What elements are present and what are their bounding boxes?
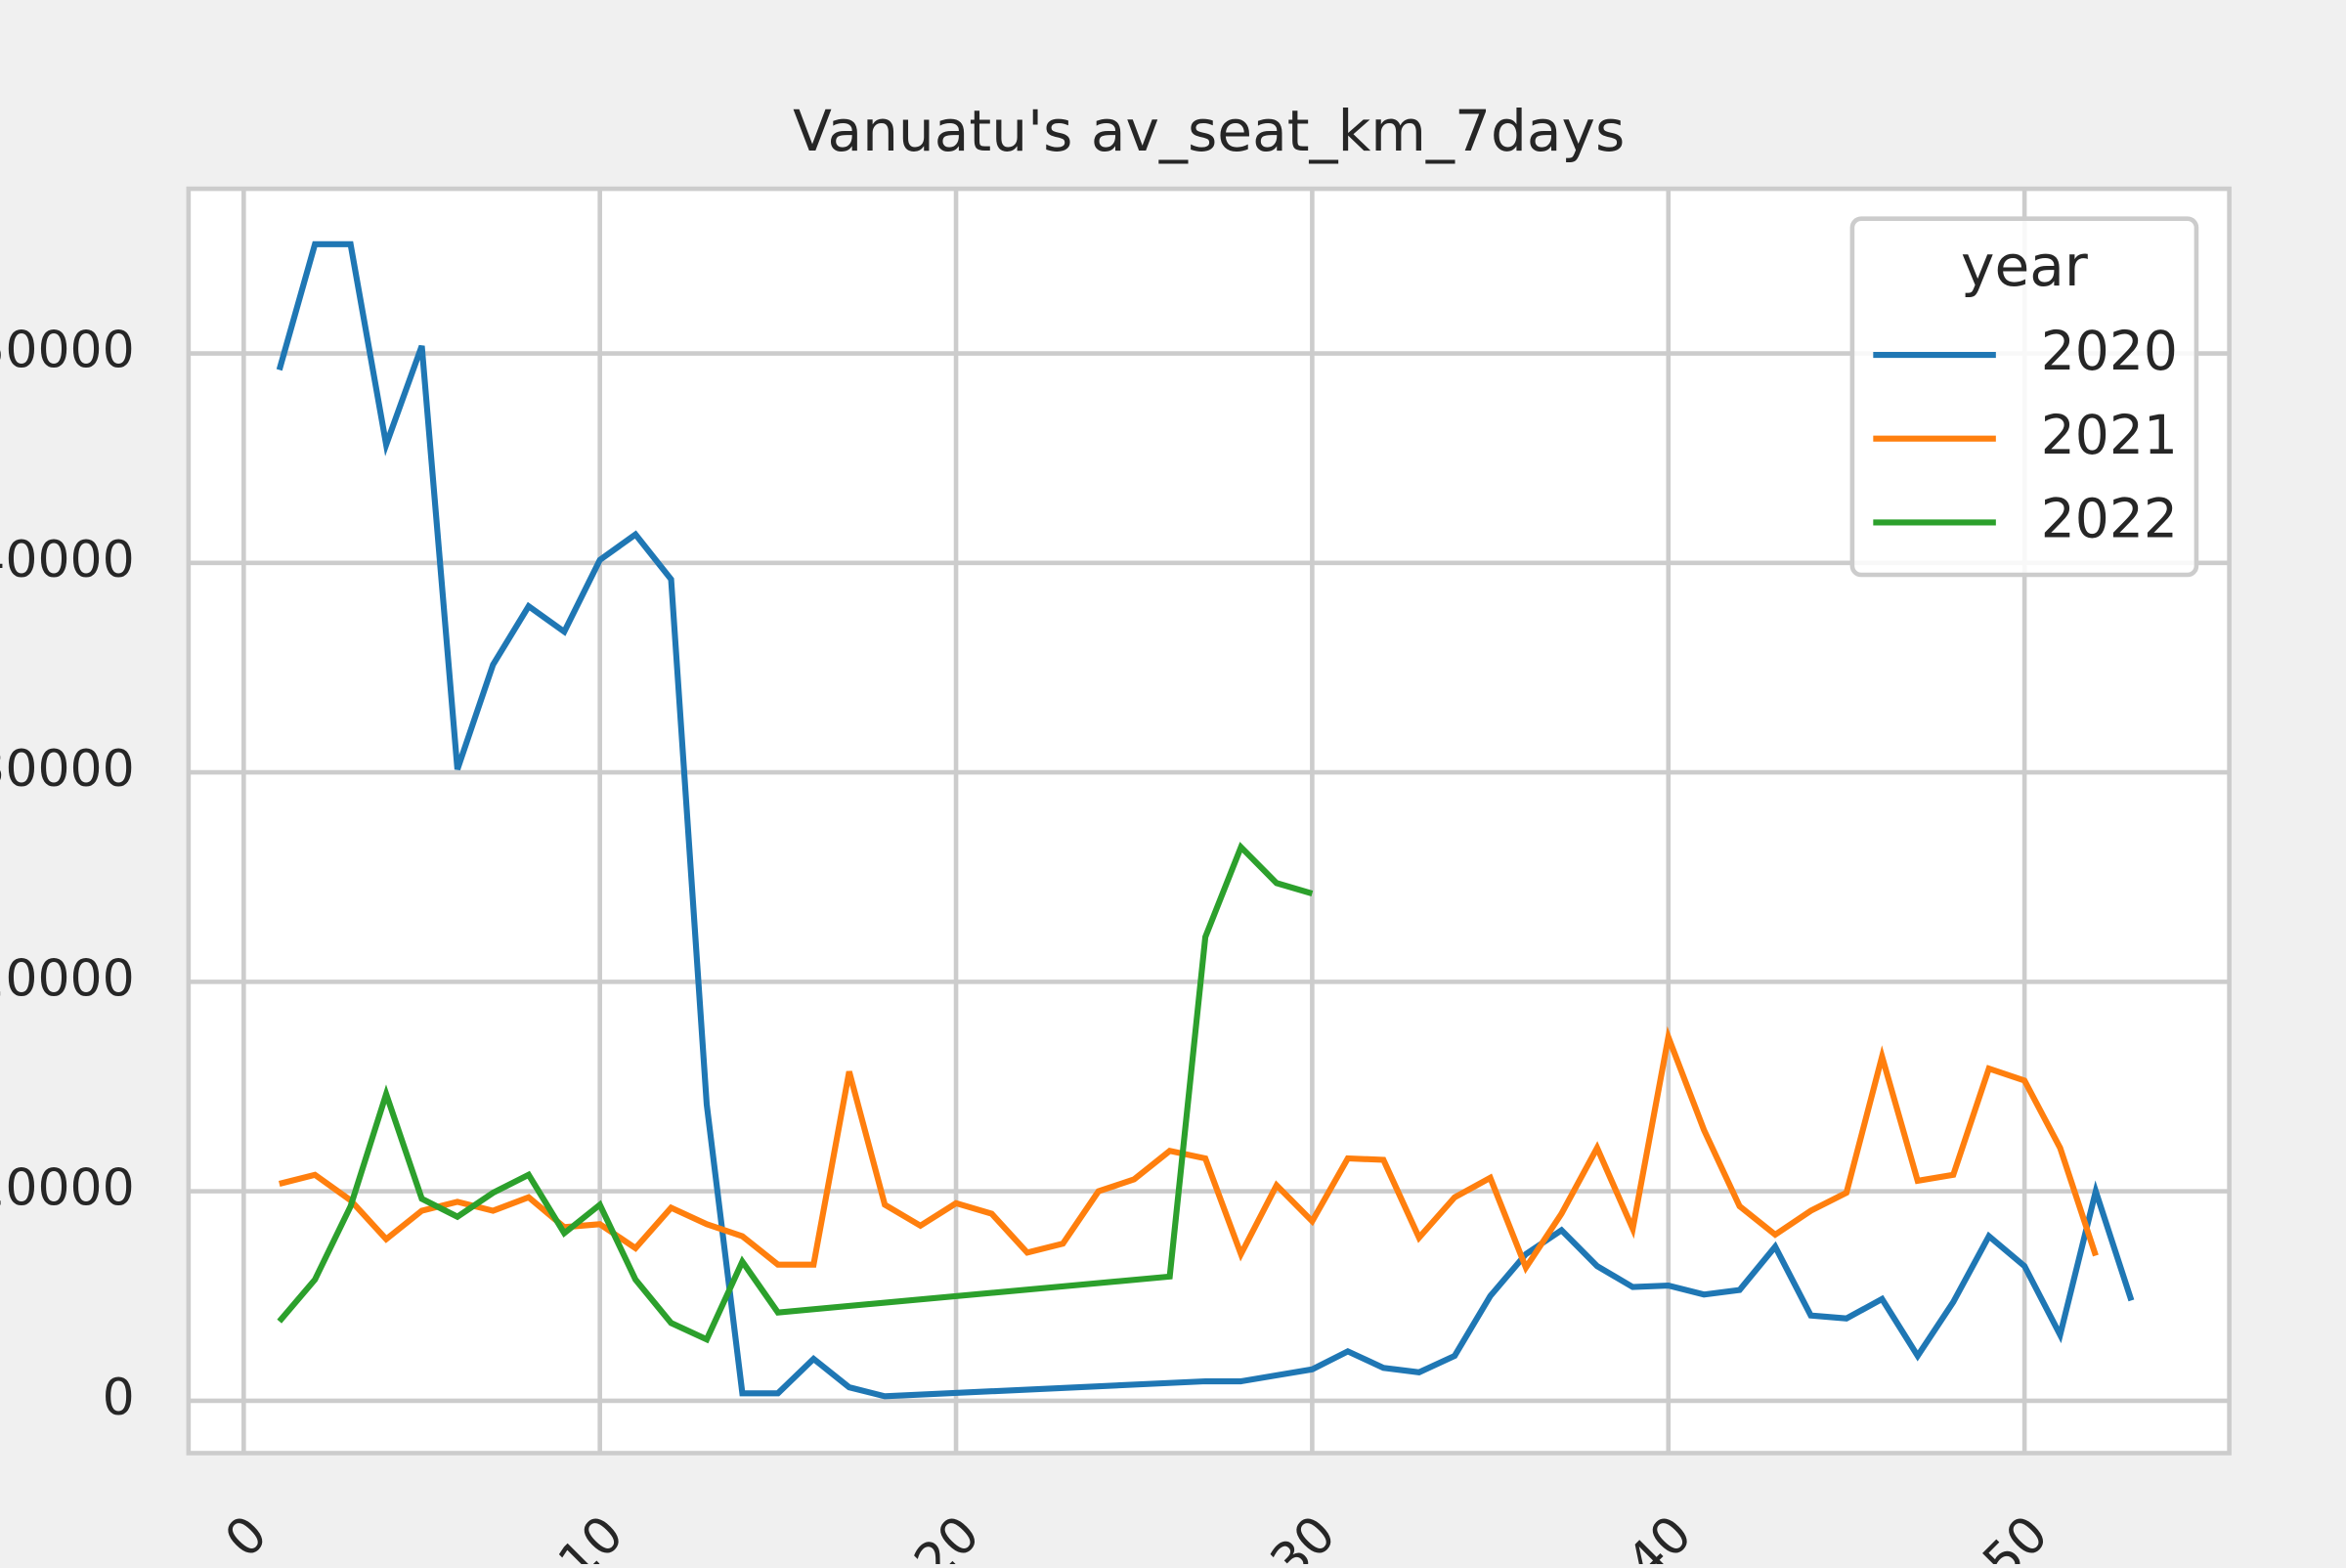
series-line — [277, 842, 1314, 1344]
legend-label: 2022 — [2041, 488, 2178, 550]
y-tick-label: 0 — [103, 1369, 135, 1427]
y-tick-label: 50000 — [0, 322, 135, 380]
chart-title: Vanuatu's av_seat_km_7days — [793, 98, 1625, 164]
series-line — [279, 1025, 2099, 1275]
legend-title: year — [1961, 233, 2088, 299]
grid: 0100002000030000400005000001020304050 — [0, 189, 2230, 1568]
legend: year 2020 2021 2022 — [1849, 216, 2199, 578]
y-tick-label: 10000 — [0, 1159, 135, 1218]
lines — [276, 240, 2135, 1400]
legend-box — [1849, 216, 2199, 578]
legend-label: 2021 — [2041, 404, 2178, 466]
y-tick-label: 20000 — [0, 949, 135, 1008]
y-tick-label: 40000 — [0, 531, 135, 589]
y-tick-label: 30000 — [0, 740, 135, 799]
series-line — [276, 240, 2135, 1400]
legend-label: 2020 — [2041, 320, 2178, 382]
